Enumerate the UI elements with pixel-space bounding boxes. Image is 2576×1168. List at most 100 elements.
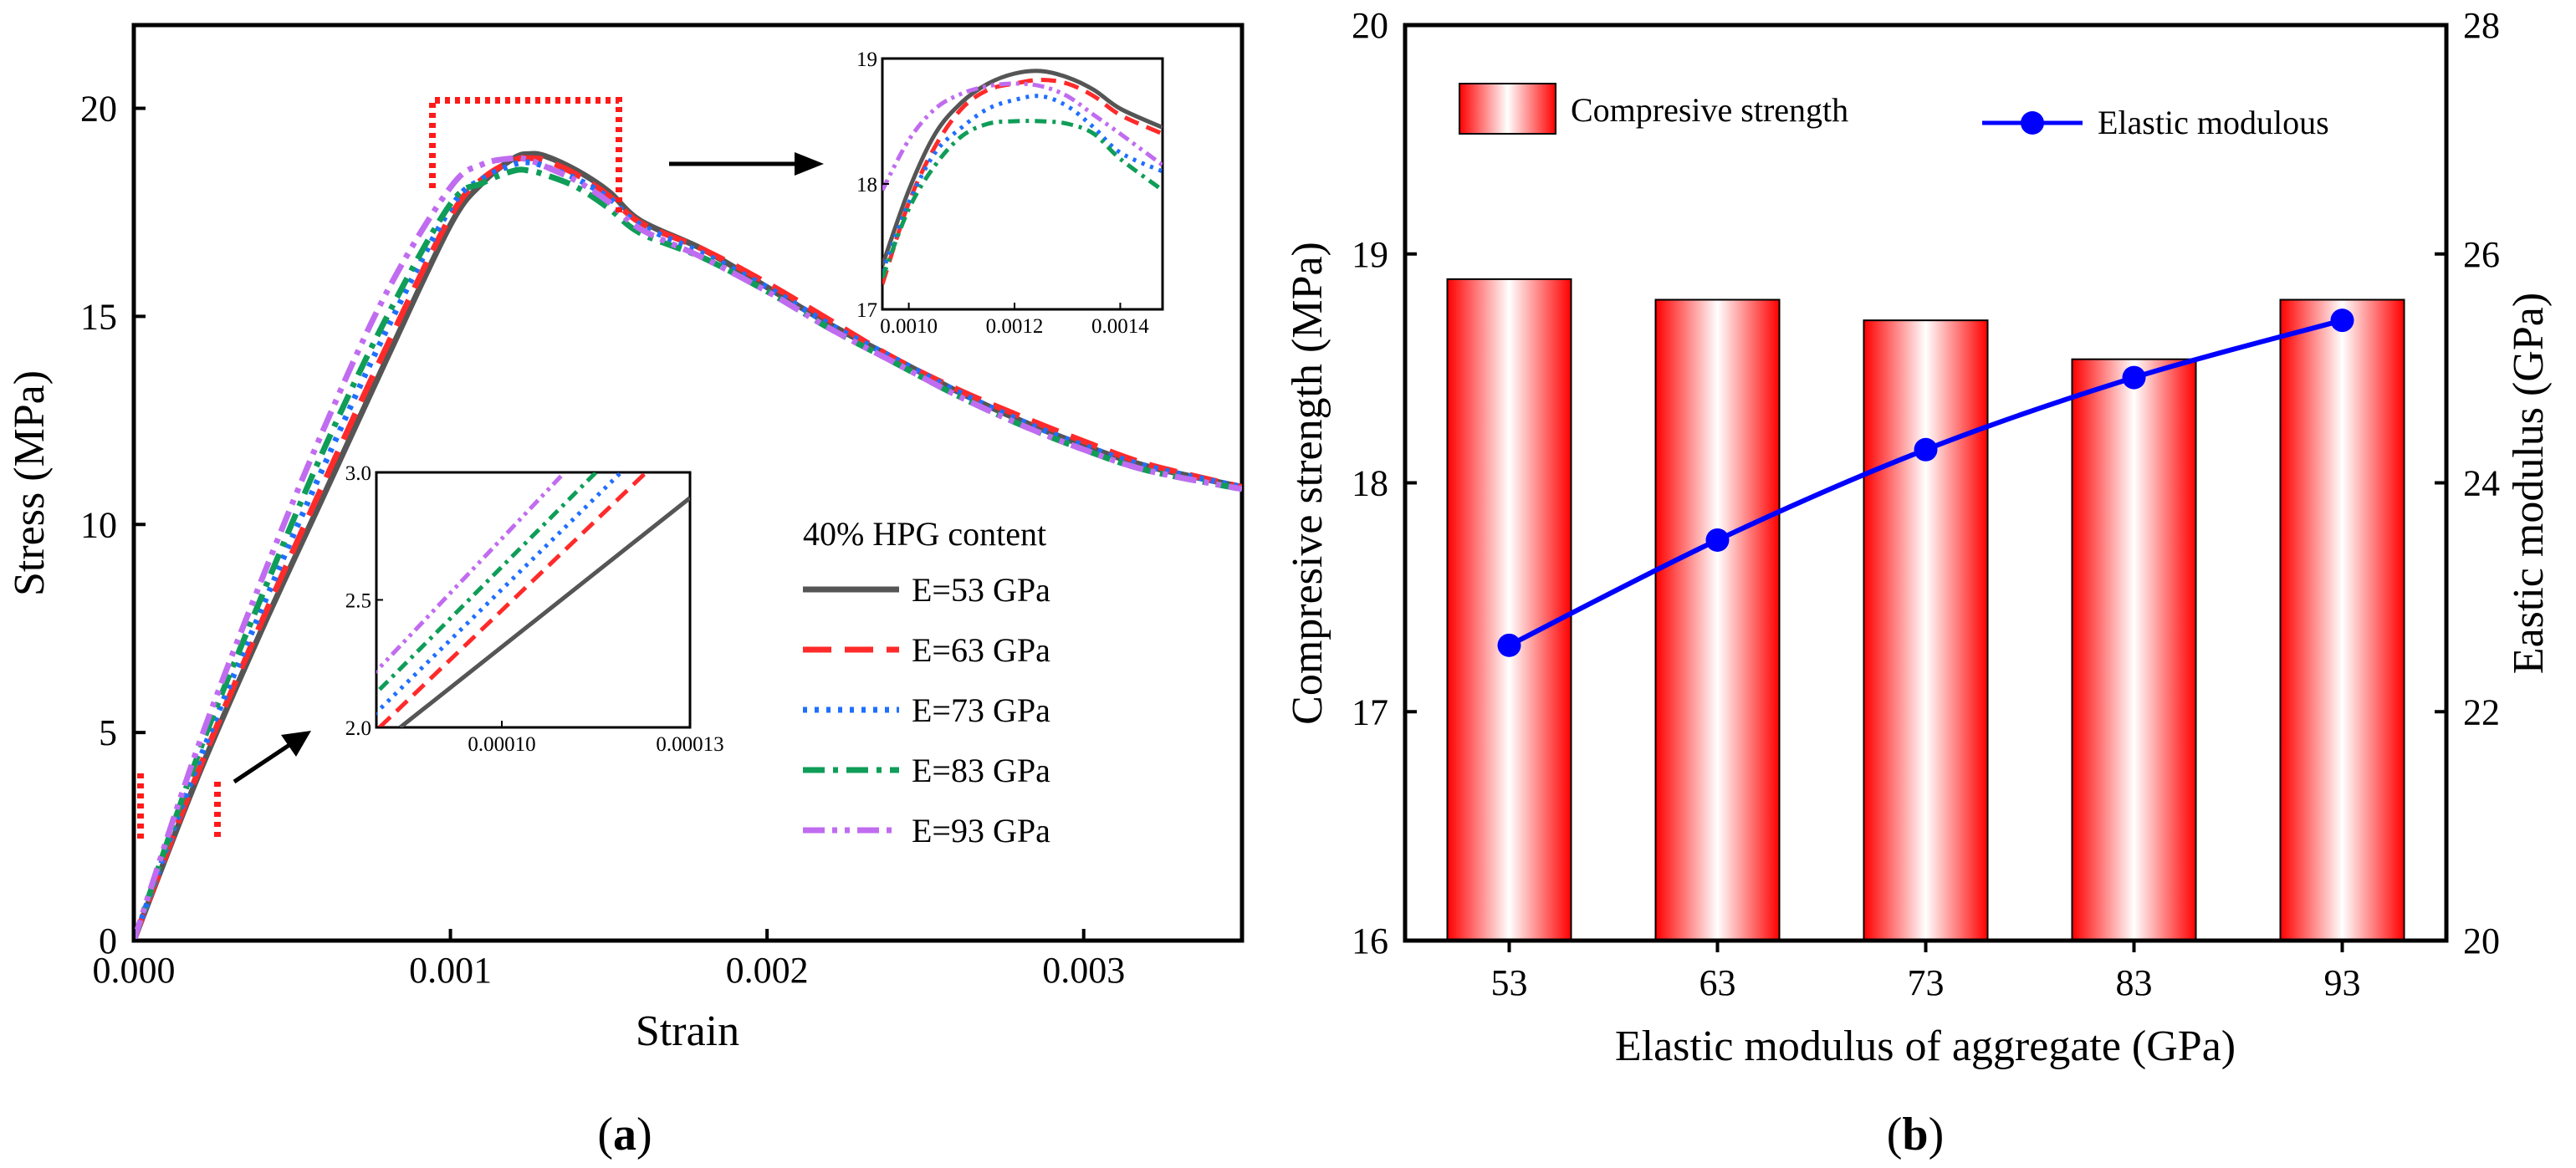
bar-compressive-strength-83	[2071, 358, 2197, 941]
left-y-tick-label: 19	[1352, 234, 1388, 275]
inset-1-frame	[375, 471, 692, 729]
x-tick-label: 63	[1699, 962, 1736, 1003]
inset-2-ticks: 0.0010 0.0012 0.0014 17 18 19	[856, 48, 1149, 338]
y-tick-label: 15	[80, 296, 117, 337]
inset-2-curves	[882, 69, 1163, 285]
y-tick-label: 10	[80, 504, 117, 545]
legend-entry-label: E=63 GPa	[912, 631, 1050, 669]
panel-a-label: (a)	[597, 1109, 652, 1160]
y-tick-label: 0	[99, 921, 117, 961]
panel-b-left-y-axis-title: Compresive strength (MPa)	[1284, 242, 1331, 725]
panel-a-curves	[134, 150, 1242, 941]
legend-entry-label: E=73 GPa	[912, 691, 1050, 729]
x-tick-label: 53	[1491, 962, 1528, 1003]
series-line-e-73-gpa	[134, 159, 1242, 941]
left-y-tick-label: 18	[1352, 463, 1388, 504]
elastic-modulus-point-63	[1705, 528, 1730, 552]
elastic-modulus-point-83	[2122, 365, 2146, 390]
inset-y-tick-label: 17	[856, 299, 877, 322]
elastic-modulus-point-93	[2330, 309, 2354, 333]
inset-y-tick-label: 19	[856, 48, 877, 71]
panel-b-legend: Compresive strength Elastic modulous	[1459, 83, 2329, 141]
panel-b-bars	[1446, 278, 2405, 941]
x-tick-label: 83	[2116, 962, 2153, 1003]
inset-2-series-line	[882, 81, 1163, 191]
left-y-tick-label: 16	[1352, 921, 1388, 961]
zoom-markers	[137, 97, 622, 840]
inset-x-tick-label: 0.0012	[986, 315, 1044, 338]
zoom-arrows	[233, 152, 824, 784]
inset-y-tick-label: 3.0	[345, 462, 371, 485]
inset-y-tick-label: 2.5	[345, 590, 371, 613]
bar-compressive-strength-63	[1654, 298, 1781, 941]
inset-1-curves	[376, 472, 690, 727]
series-line-e-93-gpa	[134, 155, 1242, 941]
inset-initial-slope: 0.00010 0.00013 2.0 2.5 3.0	[345, 462, 724, 756]
inset-peak: 0.0010 0.0012 0.0014 17 18 19	[856, 48, 1164, 338]
x-tick-label: 0.002	[726, 950, 809, 991]
elastic-modulus-point-73	[1914, 437, 1938, 462]
inset-2-frame	[881, 57, 1164, 311]
x-tick-label: 0.000	[93, 950, 176, 991]
left-y-tick-label: 20	[1352, 5, 1388, 46]
inset-2-series-line	[882, 119, 1163, 279]
arrow-to-lower-inset	[233, 737, 299, 784]
x-tick-label: 0.003	[1042, 950, 1125, 991]
x-tick-label: 0.001	[409, 950, 492, 991]
inset-x-tick-label: 0.0014	[1091, 315, 1149, 338]
inset-1-series-line	[378, 472, 648, 727]
legend-elastic-modulus: Elastic modulous	[2098, 104, 2329, 141]
panel-a-x-ticks: 0.000 0.001 0.002 0.003	[93, 929, 1125, 991]
inset-1-series-line	[376, 472, 598, 696]
series-line-e-63-gpa	[134, 155, 1242, 941]
right-y-tick-label: 28	[2463, 5, 2500, 46]
inset-x-tick-label: 0.0010	[880, 315, 938, 338]
legend-bar-swatch	[1459, 83, 1556, 135]
bar-compressive-strength-53	[1446, 278, 1572, 941]
zoom-marker-peak	[429, 97, 622, 217]
panel-a-letter: a	[613, 1109, 636, 1160]
legend-entry-label: E=83 GPa	[912, 752, 1050, 789]
inset-y-tick-label: 18	[856, 174, 877, 196]
panel-b-label: (b)	[1887, 1109, 1944, 1160]
panel-a-x-axis-title: Strain	[636, 1007, 739, 1055]
bar-compressive-strength-73	[1863, 319, 1989, 941]
inset-x-tick-label: 0.00013	[656, 733, 723, 756]
elastic-modulus-point-53	[1497, 633, 1521, 657]
panel-a-legend-entries: E=53 GPa E=63 GPa E=73 GPa E=83 GPa E=93 GPa	[803, 571, 1050, 849]
panel-a-y-ticks: 0 5 10 15 20	[80, 89, 146, 961]
inset-2-series-line	[882, 69, 1163, 267]
left-y-tick-label: 17	[1352, 691, 1388, 732]
y-tick-label: 5	[99, 712, 117, 753]
panel-b-line	[1497, 309, 2354, 657]
panel-b-left-y-ticks: 16 17 18 19 20	[1352, 5, 1417, 961]
legend-entry-label: E=53 GPa	[912, 571, 1050, 609]
inset-2-series-line	[882, 94, 1163, 273]
x-tick-label: 73	[1908, 962, 1945, 1003]
legend-title: 40% HPG content	[803, 515, 1046, 553]
right-y-tick-label: 26	[2463, 234, 2500, 275]
panel-a-plot-frame	[131, 23, 1245, 943]
inset-y-tick-label: 2.0	[345, 717, 371, 740]
panel-b-letter: b	[1902, 1109, 1928, 1160]
inset-1-series-line	[376, 472, 566, 675]
panel-b-right-y-ticks: 20 22 24 26 28	[2435, 5, 2500, 961]
panel-a-y-axis-title: Stress (MPa)	[6, 370, 54, 596]
arrow-head-lower	[281, 731, 311, 757]
panel-b-right-y-axis-title: Eastic modulus (GPa)	[2505, 293, 2553, 674]
legend-line-marker	[2021, 111, 2044, 135]
right-y-tick-label: 20	[2463, 921, 2500, 961]
panel-a-legend: 40% HPG content E=53 GPa E=63 GPa E=73 GPa…	[803, 515, 1050, 849]
inset-1-ticks: 0.00010 0.00013 2.0 2.5 3.0	[345, 462, 724, 756]
inset-x-tick-label: 0.00010	[468, 733, 535, 756]
legend-compressive-strength: Compresive strength	[1571, 91, 1848, 129]
x-tick-label: 93	[2324, 962, 2361, 1003]
arrow-head-upper	[795, 152, 824, 176]
panel-b-x-ticks: 53 63 73 83 93	[1491, 941, 2361, 1003]
inset-1-series-line	[398, 496, 690, 727]
right-y-tick-label: 22	[2463, 691, 2500, 732]
bar-compressive-strength-93	[2279, 298, 2405, 941]
panel-b-x-axis-title: Elastic modulus of aggregate (GPa)	[1615, 1023, 2236, 1070]
